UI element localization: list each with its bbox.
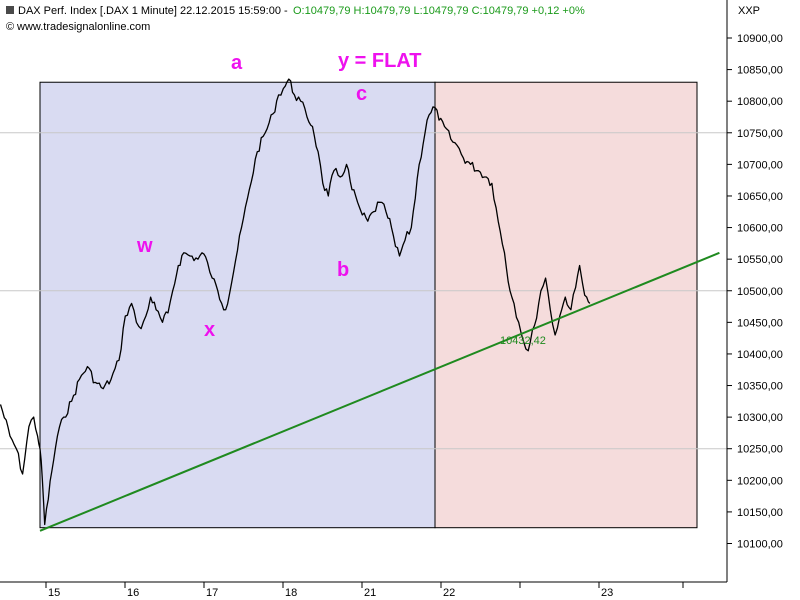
box-flat-region	[434, 81, 698, 529]
source-link[interactable]: www.tradesignalonline.com	[16, 21, 150, 33]
wave-label-c: c	[356, 83, 367, 105]
x-tick-label: 15	[48, 587, 60, 599]
y-tick-label: 10100,00	[737, 539, 783, 551]
x-tick-label: 16	[127, 587, 139, 599]
wave-boxes	[39, 81, 698, 529]
y-tick-label: 10250,00	[737, 444, 783, 456]
grid-lines	[0, 132, 727, 450]
price-line	[0, 78, 591, 526]
plot-area: 10432,42 a w x b c y = FLAT	[0, 50, 727, 532]
y-tick-label: 10150,00	[737, 507, 783, 519]
wave-label-x: x	[204, 319, 215, 341]
y-tick-label: 10800,00	[737, 96, 783, 108]
y-tick-label: 10400,00	[737, 349, 783, 361]
wave-label-b: b	[337, 259, 349, 281]
y-tick-label: 10850,00	[737, 65, 783, 77]
y-tick-label: 10700,00	[737, 159, 783, 171]
y-tick-label: 10650,00	[737, 191, 783, 203]
copyright-icon: ©	[6, 21, 14, 33]
chart-header: DAX Perf. Index [.DAX 1 Minute] 22.12.20…	[6, 5, 760, 33]
x-tick-label: 23	[601, 587, 613, 599]
collapse-icon[interactable]	[6, 6, 14, 14]
y-tick-label: 10500,00	[737, 286, 783, 298]
x-tick-label: 22	[443, 587, 455, 599]
wave-label-w: w	[136, 235, 153, 257]
wave-labels: a w x b c y = FLAT	[136, 50, 422, 341]
y-tick-label: 10200,00	[737, 475, 783, 487]
header-main-text: DAX Perf. Index [.DAX 1 Minute] 22.12.20…	[18, 5, 288, 17]
x-tick-label: 17	[206, 587, 218, 599]
y-tick-label: 10900,00	[737, 33, 783, 45]
support-trendline[interactable]	[39, 251, 720, 532]
header-ohlc-text: O:10479,79 H:10479,79 L:10479,79 C:10479…	[293, 5, 585, 17]
x-axis: 15 16 17 18 21 22 23	[0, 581, 727, 599]
y-tick-label: 10350,00	[737, 381, 783, 393]
y-tick-label: 10750,00	[737, 128, 783, 140]
x-tick-label: 21	[364, 587, 376, 599]
y-tick-label: 10600,00	[737, 223, 783, 235]
trendline-value-label: 10432,42	[500, 335, 546, 347]
y-tick-label: 10550,00	[737, 254, 783, 266]
wave-label-y-flat: y = FLAT	[338, 50, 422, 72]
box-wxy-region	[39, 81, 436, 529]
symbol-label: XXP	[738, 5, 760, 17]
x-tick-label: 18	[285, 587, 297, 599]
wave-label-a: a	[231, 52, 243, 74]
y-tick-label: 10300,00	[737, 412, 783, 424]
y-axis: 10100,00 10150,00 10200,00 10250,00 10300,00…	[726, 0, 783, 582]
y-tick-label: 10450,00	[737, 317, 783, 329]
price-series	[0, 78, 591, 526]
trendline-group: 10432,42	[39, 251, 720, 532]
